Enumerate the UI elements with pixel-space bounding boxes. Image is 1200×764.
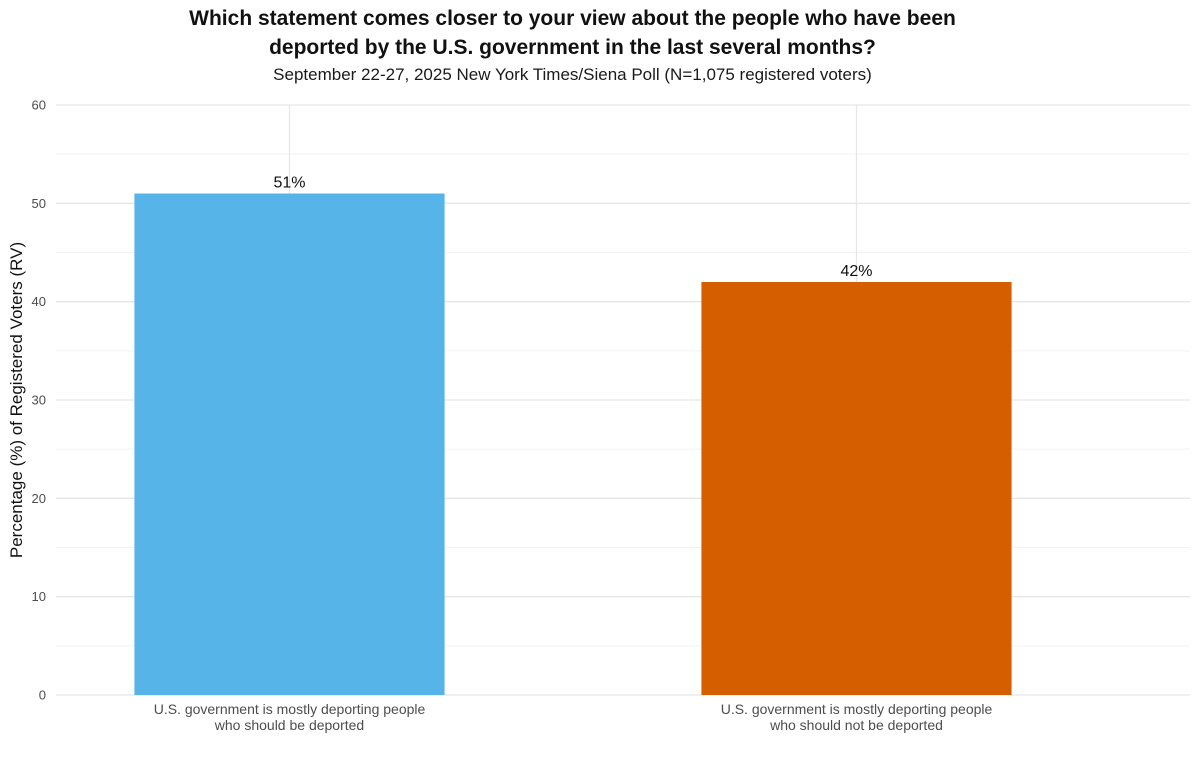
bar-layer <box>134 193 1012 695</box>
chart-subtitle: September 22-27, 2025 New York Times/Sie… <box>273 65 872 84</box>
x-category-label: who should be deported <box>214 717 364 733</box>
y-tick-label: 10 <box>32 589 46 604</box>
x-category-label: who should not be deported <box>769 717 943 733</box>
y-tick-label: 0 <box>39 688 46 703</box>
bar <box>701 282 1012 695</box>
label-layer: 0 10 20 30 40 50 60 51% U.S. government is mostl… <box>32 98 993 734</box>
bar <box>134 193 445 695</box>
y-tick-label: 60 <box>32 98 46 113</box>
y-tick-label: 40 <box>32 294 46 309</box>
chart-title-line-1: Which statement comes closer to your vie… <box>189 7 956 30</box>
y-tick-label: 30 <box>32 393 46 408</box>
data-label: 42% <box>840 263 872 280</box>
x-category-label: U.S. government is mostly deporting peop… <box>721 701 993 717</box>
y-tick-label: 50 <box>32 196 46 211</box>
y-axis-title: Percentage (%) of Registered Voters (RV) <box>7 242 26 558</box>
x-category-label: U.S. government is mostly deporting peop… <box>154 701 426 717</box>
chart-title-block: Which statement comes closer to your vie… <box>0 4 1200 87</box>
y-tick-label: 20 <box>32 491 46 506</box>
data-label: 51% <box>273 175 305 192</box>
chart-title-line-2: deported by the U.S. government in the l… <box>269 36 876 59</box>
